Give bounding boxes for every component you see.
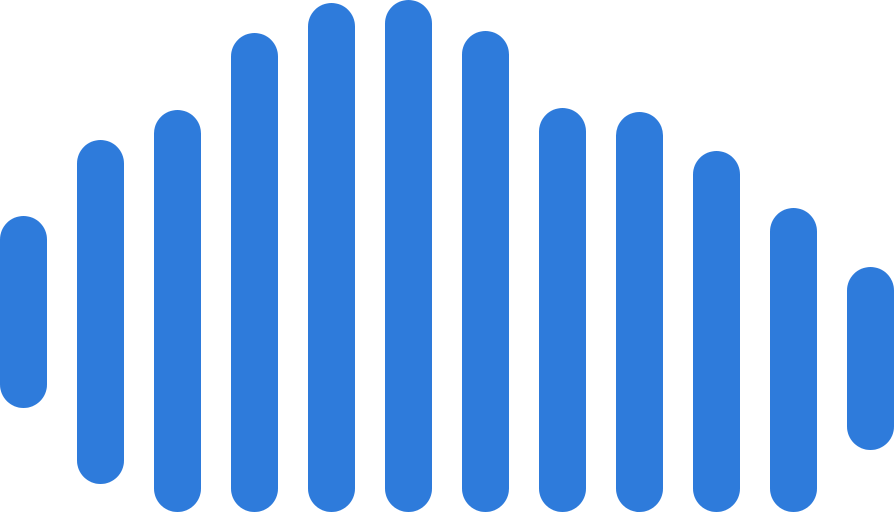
wave-bar-11 [770, 208, 817, 512]
wave-bar-1 [0, 216, 47, 408]
wave-bar-5 [308, 3, 355, 512]
wave-bar-8 [539, 108, 586, 512]
wave-bar-12 [847, 267, 894, 450]
wave-bar-3 [154, 110, 201, 512]
wave-bar-7 [462, 31, 509, 512]
wave-bar-4 [231, 33, 278, 512]
wave-bar-10 [693, 151, 740, 512]
wave-bar-9 [616, 112, 663, 512]
wave-bar-2 [77, 140, 124, 484]
wave-bar-6 [385, 0, 432, 512]
